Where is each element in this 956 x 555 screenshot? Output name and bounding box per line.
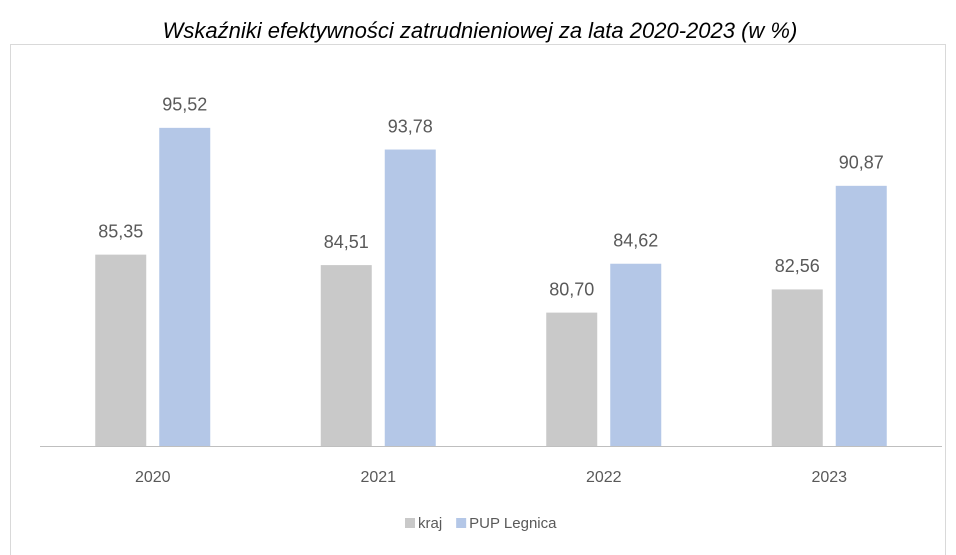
bar bbox=[835, 185, 887, 446]
bar bbox=[384, 149, 436, 446]
legend-swatch bbox=[405, 518, 415, 528]
legend-label: PUP Legnica bbox=[469, 515, 557, 532]
data-label: 80,70 bbox=[549, 279, 594, 299]
x-tick-label: 2020 bbox=[135, 469, 171, 486]
data-label: 85,35 bbox=[98, 221, 143, 241]
bar bbox=[610, 263, 662, 446]
x-tick-label: 2023 bbox=[811, 469, 847, 486]
chart-title: Wskaźniki efektywności zatrudnieniowej z… bbox=[163, 18, 798, 43]
data-label: 82,56 bbox=[775, 256, 820, 276]
legend-swatch bbox=[456, 518, 467, 528]
data-label: 84,62 bbox=[613, 230, 658, 250]
data-label: 84,51 bbox=[324, 232, 369, 252]
legend-label: kraj bbox=[418, 515, 442, 532]
data-label: 93,78 bbox=[388, 116, 433, 136]
data-label: 90,87 bbox=[839, 153, 884, 173]
data-label: 95,52 bbox=[162, 95, 207, 115]
bar bbox=[95, 254, 147, 446]
x-tick-label: 2021 bbox=[360, 469, 396, 486]
bar bbox=[320, 265, 372, 446]
bar bbox=[771, 289, 823, 446]
x-tick-label: 2022 bbox=[586, 469, 622, 486]
bar bbox=[546, 312, 598, 446]
bar bbox=[159, 127, 211, 446]
